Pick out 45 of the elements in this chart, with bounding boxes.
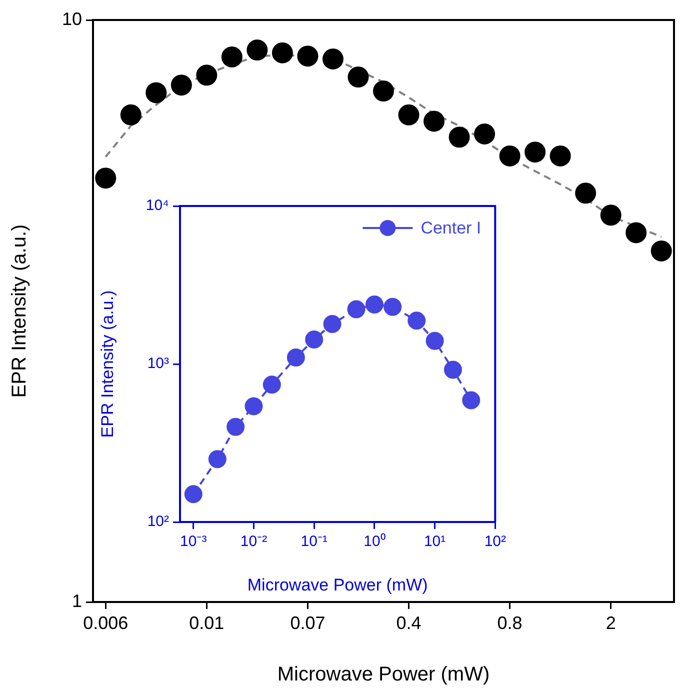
y-tick-label: 10: [62, 8, 82, 29]
x-tick-label: 0.006: [83, 612, 128, 633]
x-tick-label: 10¹: [424, 533, 446, 550]
legend-label: Center I: [420, 218, 482, 238]
y-tick-label: 10²: [147, 513, 169, 530]
x-axis-title: Microwave Power (mW): [247, 575, 428, 594]
x-tick-label: 10⁰: [364, 533, 386, 550]
x-tick-label: 0.07: [290, 612, 326, 633]
y-tick-label: 1: [72, 590, 82, 611]
x-tick-label: 0.4: [396, 612, 422, 633]
y-tick-label: 10⁴: [146, 197, 169, 214]
point: [373, 80, 394, 102]
point: [221, 46, 242, 68]
point: [297, 46, 318, 67]
point: [474, 123, 496, 144]
x-tick-label: 10²: [484, 533, 506, 550]
x-tick-label: 10⁻²: [240, 533, 268, 550]
point: [524, 142, 546, 163]
x-tick-label: 10⁻¹: [300, 533, 328, 550]
y-axis-title: EPR Intensity (a.u.): [8, 224, 31, 398]
x-tick-label: 0.8: [497, 612, 522, 633]
point: [424, 110, 445, 132]
point: [322, 48, 344, 70]
point: [348, 66, 369, 88]
x-tick-label: 10⁻³: [180, 533, 207, 550]
y-axis-title: EPR Intensity (a.u.): [98, 290, 117, 438]
point: [246, 40, 268, 61]
point: [626, 222, 647, 244]
point: [499, 145, 520, 166]
point: [550, 145, 571, 166]
point: [196, 64, 218, 86]
point: [448, 126, 470, 148]
x-tick-label: 0.01: [189, 612, 224, 633]
y-tick-label: 10³: [147, 355, 169, 372]
point: [398, 104, 420, 126]
point: [170, 74, 192, 96]
point: [272, 42, 293, 64]
point: [650, 240, 672, 262]
x-tick-label: 2: [606, 612, 616, 633]
point: [600, 204, 622, 226]
point: [146, 82, 167, 104]
point: [120, 104, 142, 126]
point: [95, 168, 116, 189]
x-axis-title: Microwave Power (mW): [277, 664, 490, 686]
point: [575, 182, 596, 204]
